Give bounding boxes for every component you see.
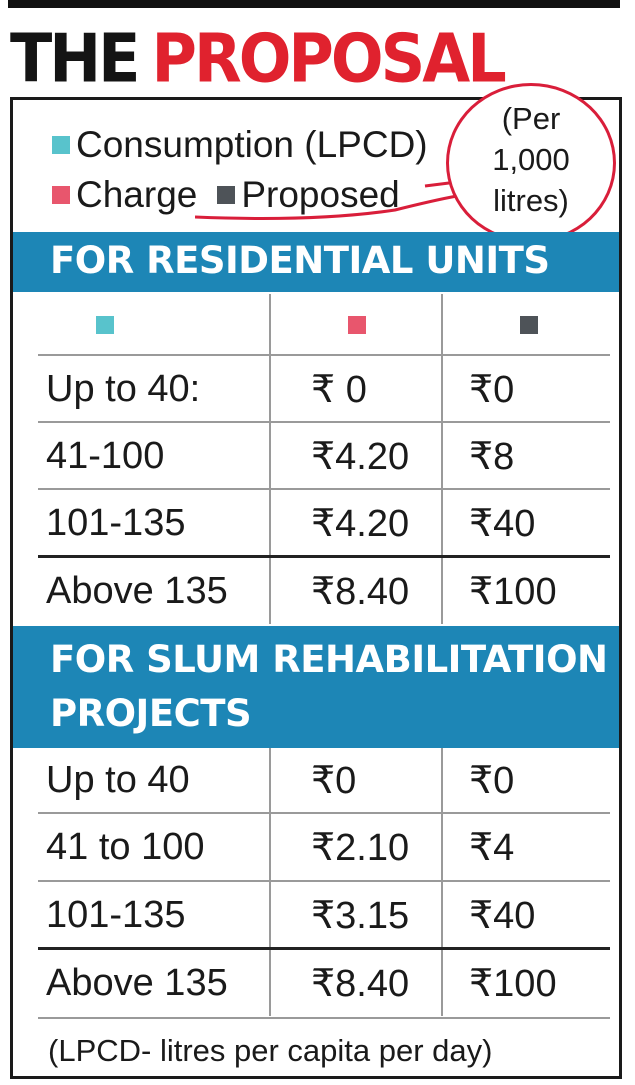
proposed-swatch-icon — [217, 186, 236, 204]
legend-row-charge-proposed: Charge Proposed — [52, 170, 428, 220]
table-row: 41 to 100 ₹2.10 ₹4 — [38, 814, 610, 880]
row-divider — [38, 812, 610, 814]
proposed-cell: ₹100 — [469, 570, 557, 613]
annotation-connector — [195, 180, 458, 220]
header-consumption-cell — [38, 294, 271, 356]
header-charge-cell — [271, 294, 443, 356]
consumption-cell: 41 to 100 — [38, 814, 271, 880]
consumption-cell: Up to 40 — [38, 748, 271, 812]
page-title: THE PROPOSAL — [10, 18, 507, 100]
consumption-cell: 41-100 — [38, 423, 271, 489]
table-row: Up to 40: ₹ 0 ₹0 — [38, 356, 610, 422]
table-row: Up to 40 ₹0 ₹0 — [38, 748, 610, 812]
legend: Consumption (LPCD) Charge Proposed — [52, 120, 428, 220]
table-row: 101-135 ₹3.15 ₹40 — [38, 882, 610, 948]
title-word-the: THE — [10, 19, 141, 98]
table-row: Above 135 ₹8.40 ₹100 — [38, 558, 610, 624]
row-divider — [38, 421, 610, 423]
charge-cell: ₹8.40 — [271, 558, 443, 624]
section-heading-residential: FOR RESIDENTIAL UNITS — [13, 232, 619, 292]
charge-cell: ₹0 — [271, 748, 443, 812]
legend-consumption-label: Consumption (LPCD) — [76, 124, 428, 165]
unit-note-circle — [446, 83, 616, 243]
charge-cell: ₹8.40 — [271, 950, 443, 1016]
header-proposed-cell — [443, 294, 610, 356]
charge-column-icon — [348, 316, 366, 334]
section-heading-slum-rehabilitation: FOR SLUM REHABILITATION PROJECTS — [13, 626, 619, 748]
table-row: 101-135 ₹4.20 ₹40 — [38, 490, 610, 556]
title-word-proposal: PROPOSAL — [151, 19, 507, 98]
charge-cell: ₹2.10 — [271, 814, 443, 880]
proposed-cell: ₹40 — [469, 502, 536, 545]
row-divider — [38, 555, 610, 558]
footnote: (LPCD- litres per capita per day) — [48, 1033, 493, 1068]
proposed-cell: ₹0 — [469, 368, 515, 411]
proposed-cell: ₹40 — [469, 894, 536, 937]
consumption-cell: Above 135 — [38, 950, 271, 1016]
consumption-swatch-icon — [52, 136, 70, 154]
consumption-cell: Up to 40: — [38, 356, 271, 422]
consumption-cell: 101-135 — [38, 882, 271, 948]
legend-proposed-label: Proposed — [241, 174, 400, 215]
proposed-cell: ₹0 — [469, 759, 515, 802]
charge-cell: ₹4.20 — [271, 490, 443, 556]
unit-note: (Per 1,000 litres) — [492, 101, 570, 218]
row-divider — [38, 880, 610, 882]
legend-row-consumption: Consumption (LPCD) — [52, 120, 428, 170]
table-frame — [10, 97, 622, 1079]
row-divider — [38, 488, 610, 490]
charge-cell: ₹3.15 — [271, 882, 443, 948]
proposed-cell: ₹4 — [469, 826, 515, 869]
charge-swatch-icon — [52, 186, 70, 204]
row-divider — [38, 947, 610, 950]
top-rule — [8, 0, 620, 8]
column-header-row — [38, 294, 610, 356]
table-row: 41-100 ₹4.20 ₹8 — [38, 423, 610, 489]
legend-charge-label: Charge — [76, 174, 198, 215]
row-divider — [38, 354, 610, 356]
consumption-cell: 101-135 — [38, 490, 271, 556]
proposed-column-icon — [520, 316, 538, 334]
row-divider — [38, 1017, 610, 1019]
proposed-cell: ₹8 — [469, 435, 515, 478]
proposed-cell: ₹100 — [469, 962, 557, 1005]
table-row: Above 135 ₹8.40 ₹100 — [38, 950, 610, 1016]
consumption-cell: Above 135 — [38, 558, 271, 624]
charge-cell: ₹ 0 — [271, 356, 443, 422]
consumption-column-icon — [96, 316, 114, 334]
charge-cell: ₹4.20 — [271, 423, 443, 489]
